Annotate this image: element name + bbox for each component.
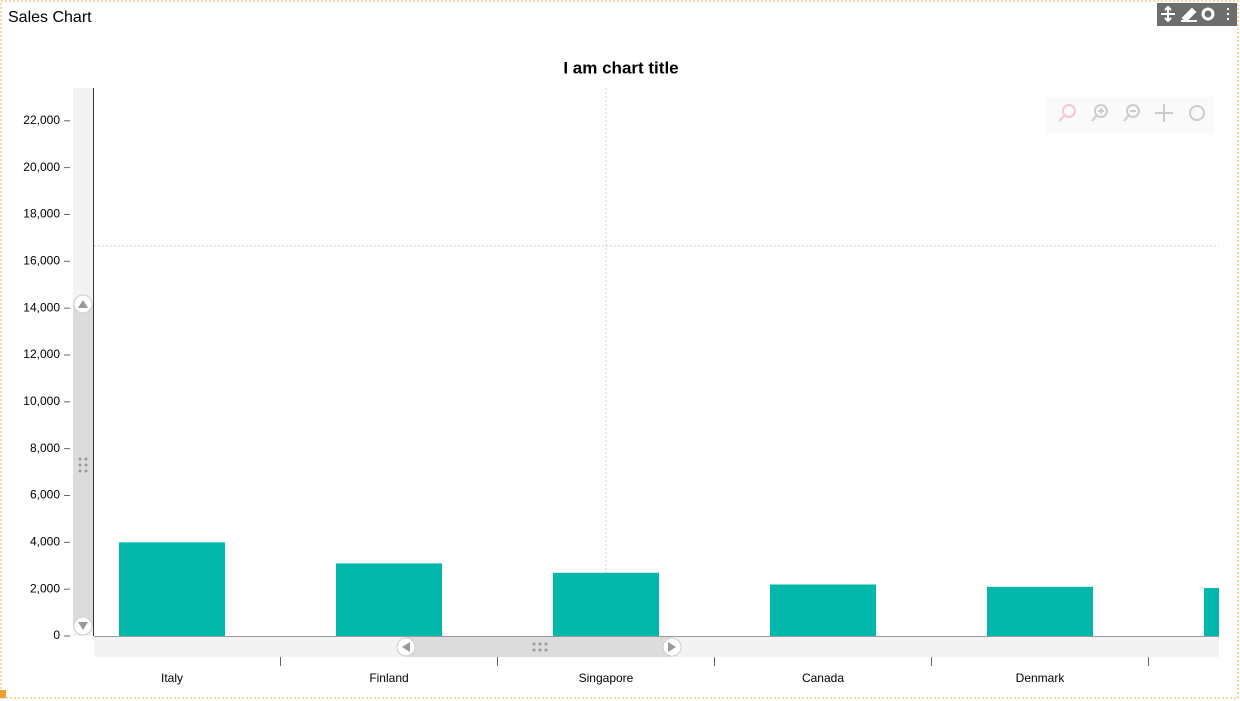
- y-tick-label: 8,000: [30, 441, 60, 455]
- y-scroll-thumb[interactable]: [73, 304, 93, 626]
- y-tick-label: 4,000: [30, 534, 60, 548]
- zoom-in[interactable]: [1094, 104, 1108, 118]
- bars: [119, 542, 1219, 636]
- y-tick-label: 20,000: [23, 160, 60, 174]
- x-tick-label: Italy: [161, 671, 183, 685]
- reset[interactable]: [1189, 105, 1205, 121]
- x-tick-label: Singapore: [579, 671, 634, 685]
- bar: [987, 586, 1093, 636]
- y-tick-label: 10,000: [23, 394, 60, 408]
- y-tick-label: 2,000: [30, 581, 60, 595]
- x-scroll-thumb[interactable]: [406, 637, 672, 657]
- x-tick-label: Finland: [369, 671, 408, 685]
- settings-icon[interactable]: [1201, 7, 1215, 21]
- grip: [78, 457, 88, 473]
- y-tick-label: 18,000: [23, 207, 60, 221]
- move-icon[interactable]: [1161, 5, 1175, 23]
- zoom-toolbar: [1046, 97, 1214, 133]
- pan[interactable]: [1155, 104, 1173, 122]
- arrow: [402, 642, 410, 652]
- arrow: [78, 300, 88, 308]
- arrow: [78, 622, 88, 630]
- zoom-select[interactable]: [1062, 104, 1076, 118]
- bar: [119, 542, 225, 636]
- toolbar: [1157, 3, 1237, 26]
- arrow: [668, 642, 676, 652]
- x-tick-label: Denmark: [1016, 671, 1066, 685]
- bar: [770, 584, 876, 636]
- y-tick-label: 22,000: [23, 113, 60, 127]
- bar: [1204, 587, 1219, 636]
- bar: [336, 563, 442, 636]
- zoom-out[interactable]: [1126, 104, 1140, 118]
- grip: [532, 642, 548, 652]
- x-tick-label: Canada: [802, 671, 844, 685]
- y-tick-label: 12,000: [23, 347, 60, 361]
- y-tick-label: 14,000: [23, 300, 60, 314]
- bar: [553, 572, 659, 636]
- widget-title: Sales Chart: [8, 9, 92, 26]
- chart-title: I am chart title: [563, 58, 678, 77]
- y-tick-label: 16,000: [23, 253, 60, 267]
- toolbar-bg: [1157, 3, 1237, 26]
- resize-handle: [0, 690, 6, 698]
- y-tick-label: 6,000: [30, 488, 60, 502]
- y-tick-label: 0: [53, 628, 60, 642]
- edit-icon[interactable]: [1181, 7, 1197, 23]
